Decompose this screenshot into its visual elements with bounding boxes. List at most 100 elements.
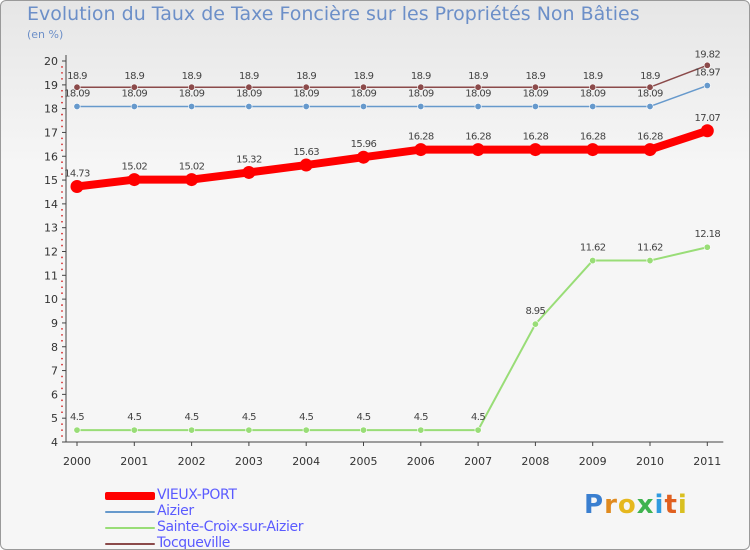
data-point bbox=[188, 102, 196, 110]
y-tick-label: 13 bbox=[44, 222, 58, 235]
data-label: 4.5 bbox=[414, 412, 428, 423]
data-point bbox=[528, 143, 542, 157]
y-tick-label: 17 bbox=[44, 126, 58, 139]
data-point bbox=[302, 102, 310, 110]
series-line bbox=[76, 64, 709, 88]
data-point bbox=[73, 102, 81, 110]
y-minor-tick bbox=[61, 167, 63, 170]
chart-title: Evolution du Taux de Taxe Foncière sur l… bbox=[27, 3, 640, 25]
data-label: 18.09 bbox=[64, 88, 90, 99]
y-tick-label: 6 bbox=[51, 388, 58, 401]
y-minor-tick bbox=[61, 191, 63, 193]
x-tick-label: 2009 bbox=[579, 455, 607, 468]
logo-letter: r bbox=[604, 490, 618, 520]
data-point bbox=[73, 83, 81, 91]
data-point bbox=[586, 143, 600, 157]
data-point bbox=[646, 257, 654, 265]
y-minor-tick bbox=[61, 113, 63, 116]
y-minor-tick bbox=[61, 411, 63, 414]
data-point bbox=[359, 83, 367, 91]
x-tick-label: 2007 bbox=[464, 455, 492, 468]
series-tocqueville bbox=[73, 61, 711, 91]
data-point bbox=[589, 257, 597, 265]
data-point bbox=[474, 83, 482, 91]
data-label: 19.82 bbox=[694, 49, 720, 60]
data-label: 11.62 bbox=[580, 243, 606, 254]
y-tick-label: 19 bbox=[44, 79, 58, 92]
series-aizier bbox=[73, 82, 711, 110]
data-point bbox=[417, 102, 425, 110]
data-point bbox=[703, 82, 711, 90]
data-label: 18.09 bbox=[293, 88, 319, 99]
data-label: 18.09 bbox=[580, 88, 606, 99]
data-label: 18.9 bbox=[239, 71, 259, 82]
data-label: 15.96 bbox=[351, 139, 377, 150]
data-label: 4.5 bbox=[70, 412, 84, 423]
data-label: 16.28 bbox=[523, 132, 549, 143]
x-tick-label: 2004 bbox=[292, 455, 320, 468]
y-minor-tick bbox=[61, 405, 63, 408]
data-point bbox=[245, 83, 253, 91]
data-point bbox=[245, 426, 253, 434]
y-minor-tick bbox=[61, 173, 63, 176]
data-label: 4.5 bbox=[242, 412, 256, 423]
y-minor-tick bbox=[61, 137, 63, 140]
logo-letter: t bbox=[664, 490, 678, 520]
x-tick-label: 2000 bbox=[63, 455, 91, 468]
data-point bbox=[359, 426, 367, 434]
y-tick-label: 9 bbox=[51, 317, 58, 330]
y-unit-label: (en %) bbox=[27, 28, 64, 41]
y-minor-tick bbox=[61, 292, 63, 295]
y-minor-tick bbox=[61, 262, 63, 265]
data-point bbox=[700, 124, 714, 138]
series-line bbox=[76, 84, 709, 108]
y-minor-tick bbox=[61, 119, 63, 122]
data-point bbox=[703, 243, 711, 251]
data-point bbox=[474, 102, 482, 110]
y-minor-tick bbox=[61, 161, 63, 164]
data-point bbox=[245, 102, 253, 110]
data-point bbox=[188, 83, 196, 91]
data-point bbox=[185, 173, 199, 187]
data-point bbox=[242, 165, 256, 179]
y-minor-tick bbox=[61, 268, 63, 271]
data-point bbox=[643, 143, 657, 157]
y-minor-tick bbox=[61, 220, 63, 223]
data-point bbox=[589, 102, 597, 110]
data-point bbox=[646, 83, 654, 91]
data-point bbox=[589, 83, 597, 91]
data-point bbox=[531, 102, 539, 110]
y-tick-label: 11 bbox=[44, 269, 58, 282]
legend-swatch bbox=[105, 492, 155, 500]
y-minor-tick bbox=[61, 351, 63, 354]
data-label: 18.9 bbox=[67, 71, 87, 82]
data-label: 16.28 bbox=[408, 132, 434, 143]
data-label: 15.32 bbox=[236, 154, 262, 165]
data-label: 14.73 bbox=[64, 168, 90, 179]
y-minor-tick bbox=[61, 381, 63, 384]
data-label: 18.9 bbox=[182, 71, 202, 82]
y-minor-tick bbox=[61, 149, 63, 152]
data-label: 18.09 bbox=[236, 88, 262, 99]
y-tick-label: 14 bbox=[44, 198, 58, 211]
y-tick-label: 8 bbox=[51, 341, 58, 354]
y-minor-tick bbox=[61, 333, 63, 336]
logo-letter: o bbox=[617, 490, 637, 520]
y-minor-tick bbox=[61, 197, 63, 199]
y-tick-label: 16 bbox=[44, 150, 58, 163]
series-sainte-croix-sur-aizier bbox=[73, 243, 711, 434]
y-tick-label: 15 bbox=[44, 174, 58, 187]
series-vieux-port bbox=[70, 124, 714, 193]
data-point bbox=[130, 83, 138, 91]
y-minor-tick bbox=[61, 125, 63, 128]
data-point bbox=[302, 83, 310, 91]
y-minor-tick bbox=[61, 244, 63, 247]
data-label: 4.5 bbox=[127, 412, 141, 423]
data-point bbox=[471, 143, 485, 157]
y-minor-tick bbox=[61, 423, 63, 426]
legend-label: Tocqueville bbox=[157, 535, 230, 550]
legend-swatch bbox=[105, 527, 155, 529]
data-point bbox=[357, 150, 370, 164]
legend-label: VIEUX-PORT bbox=[157, 487, 237, 503]
data-point bbox=[302, 426, 310, 434]
